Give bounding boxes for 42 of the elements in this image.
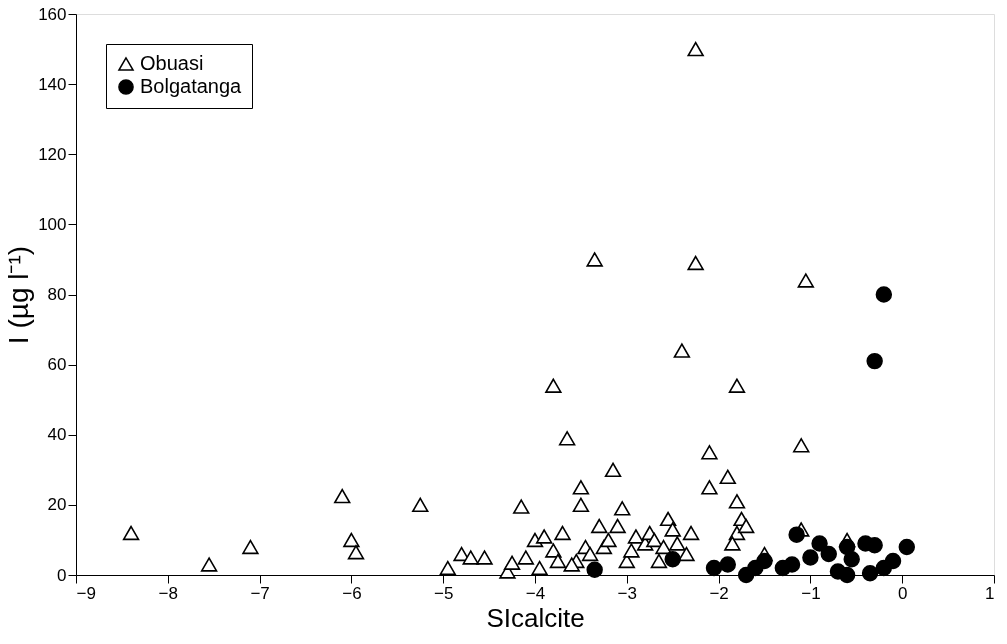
- point: [802, 549, 819, 566]
- point: [719, 556, 736, 573]
- y-tick-label: 160: [38, 4, 67, 24]
- y-axis-title: I (µg l⁻¹): [3, 245, 35, 345]
- point: [884, 552, 902, 570]
- x-tick-label: −7: [250, 583, 270, 603]
- point: [811, 535, 828, 552]
- x-tick-label: −8: [158, 583, 178, 603]
- point: [898, 538, 916, 556]
- y-tick-label: 60: [47, 355, 67, 375]
- point: [747, 559, 764, 577]
- point: [788, 526, 805, 543]
- point: [664, 551, 681, 568]
- x-tick-label: −9: [76, 583, 96, 603]
- point: [838, 538, 856, 556]
- x-tick-label: 1: [985, 583, 995, 603]
- y-tick-label: 40: [47, 425, 67, 445]
- x-tick-label: −1: [801, 583, 821, 603]
- legend-label: Obuasi: [140, 52, 204, 74]
- y-tick-label: 120: [38, 144, 67, 164]
- x-tick-label: −5: [434, 583, 454, 603]
- y-tick-label: 0: [57, 565, 67, 585]
- point: [838, 566, 856, 584]
- point: [705, 559, 723, 577]
- y-tick-label: 80: [47, 285, 67, 304]
- x-tick-label: −4: [525, 583, 546, 603]
- y-tick-label: 20: [47, 495, 67, 515]
- legend-label: Bolgatanga: [140, 75, 243, 97]
- point: [861, 565, 879, 582]
- point: [875, 286, 893, 303]
- point: [586, 561, 603, 578]
- x-tick-label: −3: [617, 583, 637, 603]
- x-tick-label: −2: [709, 583, 729, 603]
- point: [866, 352, 883, 370]
- x-tick-label: −6: [342, 583, 362, 603]
- x-axis-title: SIcalcite: [486, 602, 585, 633]
- point: [843, 551, 860, 568]
- y-tick-label: 140: [38, 74, 67, 94]
- point: [783, 556, 801, 573]
- point: [820, 545, 837, 563]
- x-tick-label: 0: [897, 583, 908, 603]
- y-tick-label: 100: [38, 214, 67, 234]
